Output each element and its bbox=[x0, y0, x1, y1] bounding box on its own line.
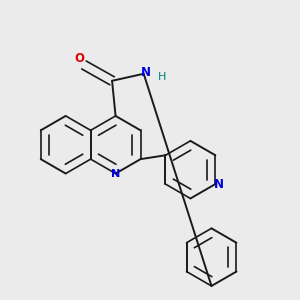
Text: N: N bbox=[111, 169, 120, 178]
Text: N: N bbox=[141, 65, 151, 79]
Text: O: O bbox=[75, 52, 85, 65]
Text: H: H bbox=[158, 72, 166, 82]
Text: N: N bbox=[214, 178, 224, 190]
